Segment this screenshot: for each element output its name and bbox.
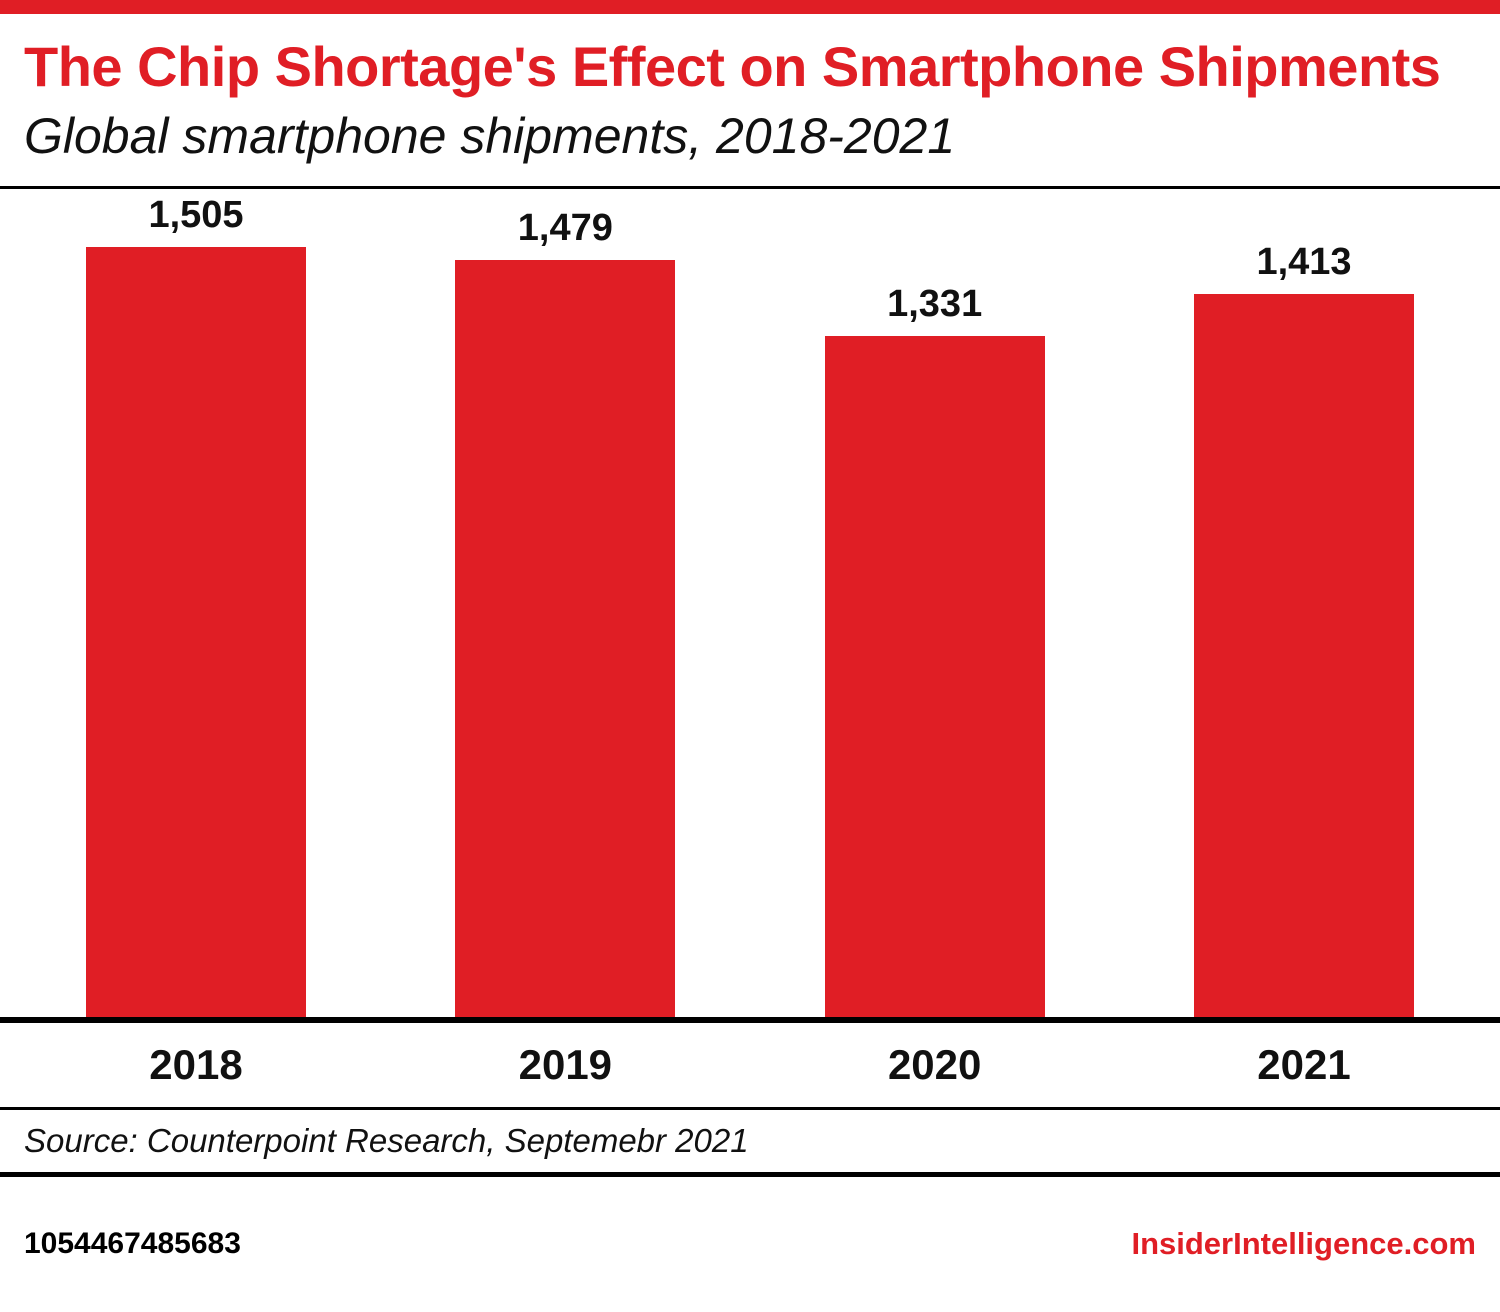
bar-column: 1,413	[1193, 240, 1414, 1017]
chart-subtitle: Global smartphone shipments, 2018-2021	[24, 107, 956, 164]
divider-under-subtitle	[0, 185, 1500, 189]
x-axis-label: 2021	[1257, 1040, 1351, 1088]
header: The Chip Shortage's Effect on Smartphone…	[0, 14, 1500, 186]
top-accent-strip	[0, 0, 1500, 14]
bar-value-label: 1,413	[1256, 240, 1352, 283]
source-text: Source: Counterpoint Research, Septemebr…	[24, 1121, 749, 1159]
x-axis-label: 2020	[887, 1040, 982, 1088]
bar-value-label: 1,505	[148, 193, 244, 236]
chart-title: The Chip Shortage's Effect on Smartphone…	[24, 35, 1441, 98]
bar-column: 1,331	[824, 282, 1045, 1017]
footer: 1054467485683 InsiderIntelligence.com	[0, 1177, 1500, 1312]
divider-above-source	[0, 1106, 1500, 1110]
source-row: Source: Counterpoint Research, Septemebr…	[0, 1110, 1500, 1172]
x-axis-labels: 2018 2019 2020 2021	[0, 1023, 1500, 1107]
divider-above-footer	[0, 1171, 1500, 1177]
bar	[824, 335, 1045, 1017]
bar-chart: 1,505 1,479 1,331 1,413	[0, 189, 1500, 1017]
bar-column: 1,505	[86, 194, 306, 1017]
x-axis-label: 2019	[518, 1040, 613, 1088]
bar	[1193, 293, 1414, 1017]
bar-value-label: 1,331	[887, 282, 983, 325]
bar	[455, 259, 676, 1017]
bar-column: 1,479	[455, 206, 676, 1017]
brand-site-text: InsiderIntelligence.com	[1131, 1226, 1476, 1262]
bar-value-label: 1,479	[517, 206, 613, 249]
x-axis-baseline	[0, 1016, 1500, 1023]
chart-id-number: 1054467485683	[24, 1227, 241, 1261]
x-axis-label: 2018	[149, 1040, 243, 1088]
bar	[86, 246, 306, 1017]
